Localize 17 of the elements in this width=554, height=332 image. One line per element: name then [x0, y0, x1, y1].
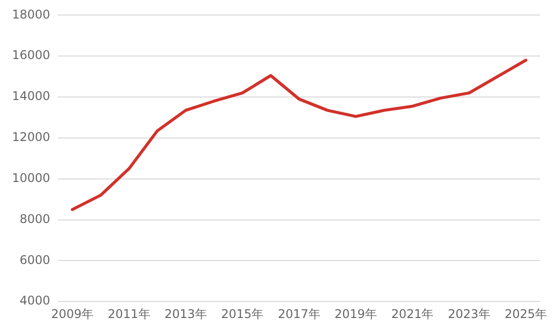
x-tick-label: 2015年: [221, 306, 264, 321]
y-tick-label: 8000: [20, 212, 50, 226]
x-tick-label: 2023年: [448, 306, 490, 321]
y-tick-label: 10000: [12, 170, 50, 185]
y-tick-label: 18000: [12, 7, 50, 22]
y-tick-label: 6000: [20, 252, 50, 267]
y-tick-label: 4000: [20, 294, 50, 308]
x-tick-label: 2013年: [164, 306, 207, 321]
x-tick-label: 2011年: [108, 306, 150, 321]
x-tick-label: 2021年: [391, 306, 434, 321]
x-tick-label: 2017年: [278, 306, 320, 321]
y-tick-label: 16000: [12, 48, 50, 62]
x-tick-label: 2019年: [334, 306, 378, 321]
x-tick-label: 2009年: [51, 306, 94, 321]
y-tick-label: 14000: [12, 89, 50, 104]
y-tick-label: 12000: [12, 130, 50, 144]
x-tick-label: 2025年: [504, 306, 548, 321]
